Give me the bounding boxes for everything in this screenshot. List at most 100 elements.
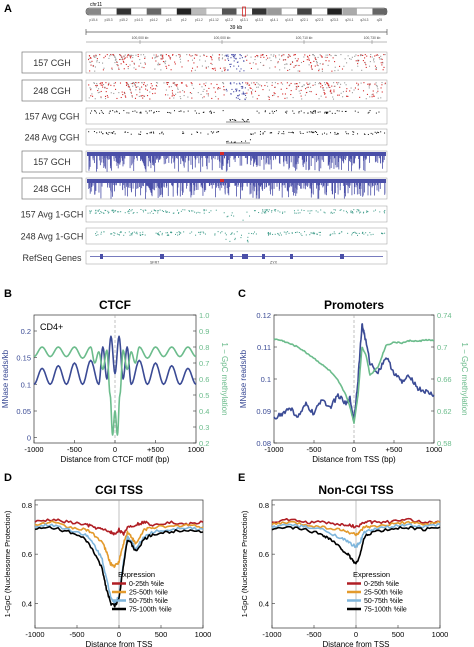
cgh-site	[133, 63, 135, 65]
avg-cgh-point	[138, 133, 140, 135]
cgh-site	[351, 69, 353, 71]
cgh-site	[247, 89, 249, 91]
avg-cgh-point	[118, 112, 120, 114]
cgh-site	[244, 87, 246, 89]
cgh-site	[143, 95, 145, 98]
avg-gch-point	[161, 234, 163, 236]
cgh-site	[332, 98, 335, 100]
cgh-site	[146, 95, 149, 97]
avg-gch-point	[229, 240, 231, 242]
gch-mark	[220, 152, 224, 155]
track-label-box: 248 Avg 1-GCH	[21, 232, 84, 242]
cgh-site	[199, 55, 201, 57]
avg-gch-point	[262, 209, 264, 211]
cgh-site	[297, 70, 299, 72]
avg-gch-point	[246, 240, 248, 242]
avg-gch-point	[100, 231, 102, 233]
avg-cgh-point	[227, 140, 229, 142]
cgh-site	[363, 82, 365, 84]
cgh-site	[316, 62, 318, 64]
x-tick-label: 1000	[432, 630, 449, 639]
avg-gch-point	[174, 233, 176, 235]
avg-cgh-point	[357, 111, 359, 113]
avg-cgh-point	[313, 131, 315, 133]
x-tick-label: -1000	[264, 445, 283, 454]
avg-gch-point	[277, 232, 279, 234]
avg-gch-point	[159, 209, 161, 211]
cgh-site	[90, 61, 92, 63]
cgh-site	[218, 59, 220, 61]
cgh-site	[369, 83, 371, 85]
cgh-site	[350, 58, 352, 60]
avg-gch-point	[261, 212, 263, 214]
avg-gch-point	[335, 209, 337, 211]
cgh-site	[250, 91, 253, 93]
cgh-site	[254, 56, 256, 58]
cgh-site	[93, 82, 95, 84]
cgh-site	[226, 55, 228, 57]
cgh-site	[241, 82, 244, 84]
avg-cgh-point	[341, 110, 343, 112]
cgh-site	[242, 87, 244, 89]
cgh-site	[133, 67, 135, 69]
cgh-site	[310, 86, 312, 88]
cgh-site	[338, 82, 340, 84]
avg-gch-point	[101, 212, 103, 214]
avg-cgh-point	[299, 131, 301, 133]
avg-gch-point	[272, 233, 274, 235]
cgh-site	[289, 54, 291, 56]
avg-gch-point	[330, 211, 332, 213]
cgh-site	[368, 85, 370, 87]
cgh-site	[193, 87, 195, 89]
cgh-site	[101, 82, 103, 84]
cgh-site	[376, 92, 378, 94]
avg-cgh-point	[167, 111, 169, 113]
avg-gch-point	[379, 211, 381, 213]
cgh-site	[109, 55, 111, 57]
cgh-site	[382, 62, 384, 64]
avg-gch-point	[108, 211, 110, 213]
avg-gch-point	[268, 234, 270, 236]
y-tick-label-right: 0.58	[437, 439, 452, 448]
cgh-site	[158, 64, 160, 66]
avg-gch-point	[95, 234, 97, 236]
cgh-site	[290, 90, 292, 92]
cgh-site	[351, 56, 353, 58]
avg-gch-point	[188, 210, 190, 212]
cgh-site	[102, 86, 104, 88]
cgh-site	[354, 55, 356, 57]
avg-gch-point	[231, 233, 233, 235]
cgh-site	[103, 67, 105, 69]
avg-gch-point	[355, 232, 357, 234]
cgh-site	[199, 59, 201, 61]
legend-title: Expression	[118, 570, 155, 579]
cgh-site	[306, 55, 309, 57]
avg-gch-point	[340, 209, 342, 211]
avg-gch-point	[203, 232, 205, 234]
avg-gch-point	[172, 212, 174, 214]
cgh-site	[252, 89, 254, 91]
y-tick-label-left: 0.2	[21, 327, 31, 336]
avg-cgh-point	[378, 132, 380, 134]
avg-cgh-point	[352, 131, 354, 133]
avg-cgh-point	[99, 131, 101, 133]
cgh-site	[239, 57, 241, 59]
cgh-site	[191, 84, 193, 86]
avg-cgh-point	[307, 112, 309, 114]
cgh-site	[239, 83, 241, 85]
cgh-site	[256, 54, 258, 57]
avg-gch-point	[296, 231, 298, 233]
cgh-site	[166, 82, 168, 84]
avg-gch-point	[291, 232, 293, 234]
cgh-site	[275, 57, 277, 59]
cgh-site	[142, 94, 144, 97]
cgh-site	[132, 85, 134, 87]
cgh-site	[316, 61, 318, 63]
cgh-site	[203, 83, 205, 85]
y-tick-label-right: 0.5	[199, 391, 209, 400]
avg-gch-point	[351, 211, 353, 213]
cgh-site	[162, 54, 164, 56]
avg-gch-point	[279, 232, 281, 234]
avg-cgh-point	[326, 112, 328, 114]
cgh-site	[262, 54, 264, 56]
